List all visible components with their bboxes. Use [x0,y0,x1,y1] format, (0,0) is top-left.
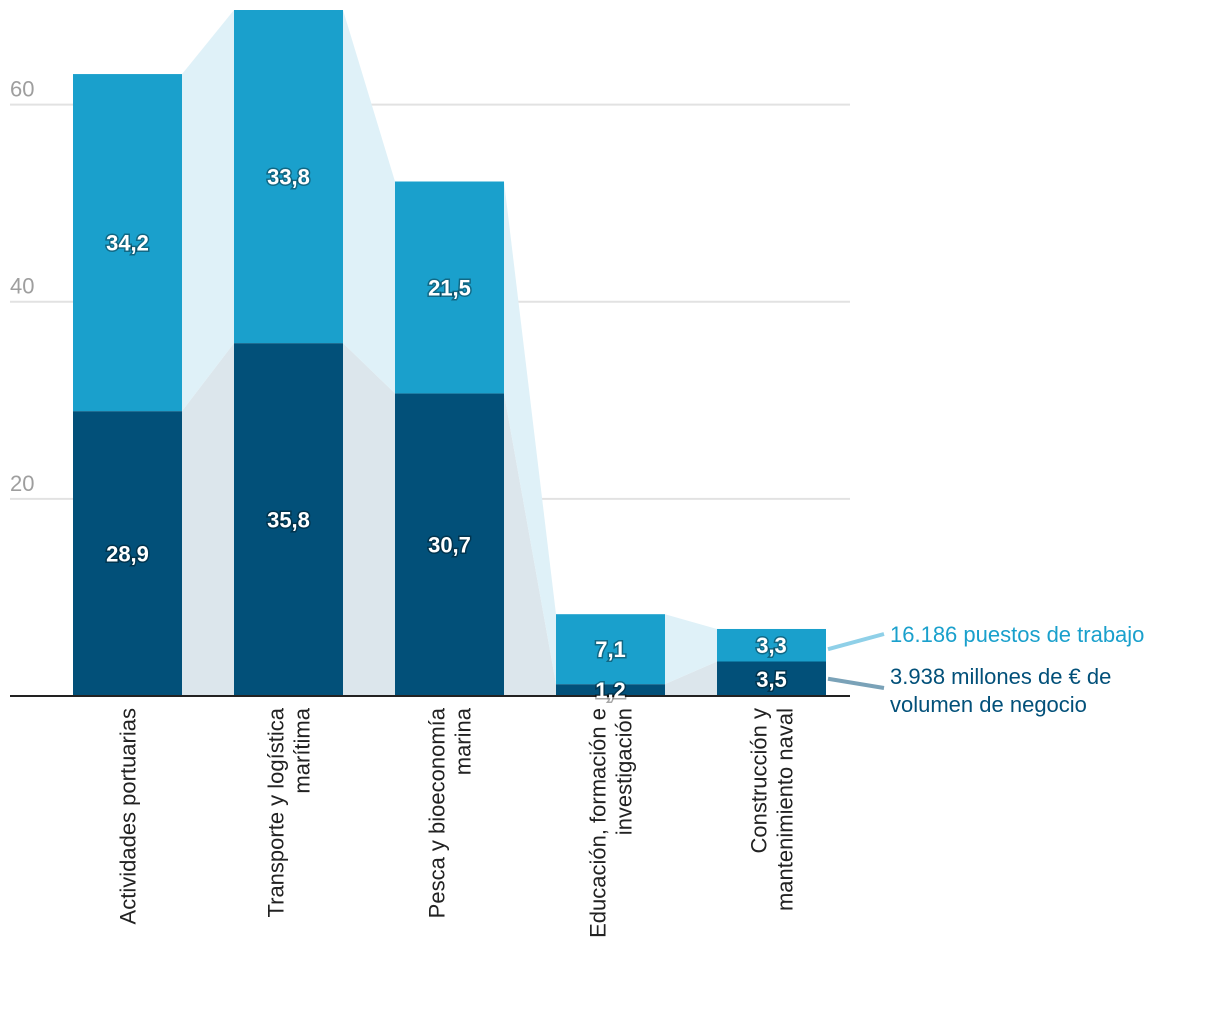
category-label: Construcción ymantenimiento naval [747,708,798,911]
category-label-line: Actividades portuarias [116,708,141,924]
category-label-text: Construcción ymantenimiento naval [747,708,798,911]
legend-puestos: 16.186 puestos de trabajo [890,622,1144,647]
value-label-puestos: 33,8 [267,165,310,190]
category-label-text: Educación, formación einvestigación [586,708,637,938]
bar-puestos-trabajo [234,10,343,344]
category-label-text: Actividades portuarias [116,708,141,924]
category-label-text: Pesca y bioeconomíamarina [425,707,476,918]
bar-volumen-negocio [234,343,343,696]
category-label: Transporte y logísticamarítima [264,707,315,917]
value-label-puestos: 3,3 [756,633,787,658]
category-label-line: marina [451,707,476,775]
legend-line: 3.938 millones de € de [890,664,1111,689]
value-label-volumen: 30,7 [428,533,471,558]
connector-top [665,614,717,685]
connector-top [504,181,556,685]
bar-puestos-trabajo [73,74,182,412]
connector-bottom [343,343,395,696]
value-label-volumen: 35,8 [267,508,310,533]
y-tick-label: 20 [10,471,34,496]
legend-volumen: 3.938 millones de € de volumen de negocio [890,664,1111,717]
bar-volumen-negocio [395,393,504,696]
category-label-line: Construcción y [747,708,772,854]
category-label: Educación, formación einvestigación [586,708,637,938]
category-label-line: mantenimiento naval [773,708,798,911]
legend-leader-puestos [827,632,885,652]
bars [73,10,826,696]
bar-puestos-trabajo [717,628,826,662]
y-tick-label: 60 [10,77,34,102]
category-label: Pesca y bioeconomíamarina [425,707,476,918]
value-label-volumen: 1,2 [595,678,626,703]
category-label-line: Transporte y logística [264,707,289,917]
category-labels: Actividades portuarias Transporte y logís… [116,707,798,938]
value-label-puestos: 34,2 [106,231,149,256]
legend-line: volumen de negocio [890,692,1087,717]
bar-connectors [182,10,717,696]
legend-line: 16.186 puestos de trabajo [890,622,1144,647]
bar-puestos-trabajo [395,181,504,394]
value-label-puestos: 7,1 [595,637,626,662]
connector-bottom [665,661,717,696]
bar-volumen-negocio [556,684,665,696]
bar-puestos-trabajo [556,614,665,685]
legend: 16.186 puestos de trabajo 3.938 millones … [827,622,1144,717]
category-label-line: marítima [290,707,315,793]
legend-leader-volumen [827,676,885,690]
value-label-puestos: 21,5 [428,275,471,300]
connector-bottom [182,343,234,696]
y-tick-label: 40 [10,274,34,299]
connector-top [182,10,234,412]
bar-volumen-negocio [717,661,826,696]
value-label-volumen: 28,9 [106,542,149,567]
value-labels: 28,9 34,2 35,8 33,8 30,7 21,5 1,2 7,1 3,5 3,3 [105,163,789,705]
category-label: Actividades portuarias [116,708,141,924]
category-label-text: Transporte y logísticamarítima [264,707,315,917]
bar-volumen-negocio [73,411,182,696]
category-label-line: investigación [612,708,637,835]
connector-top [343,10,395,394]
category-label-line: Educación, formación e [586,708,611,938]
value-label-volumen: 3,5 [756,667,787,692]
connector-bottom [504,393,556,696]
category-label-line: Pesca y bioeconomía [425,707,450,918]
